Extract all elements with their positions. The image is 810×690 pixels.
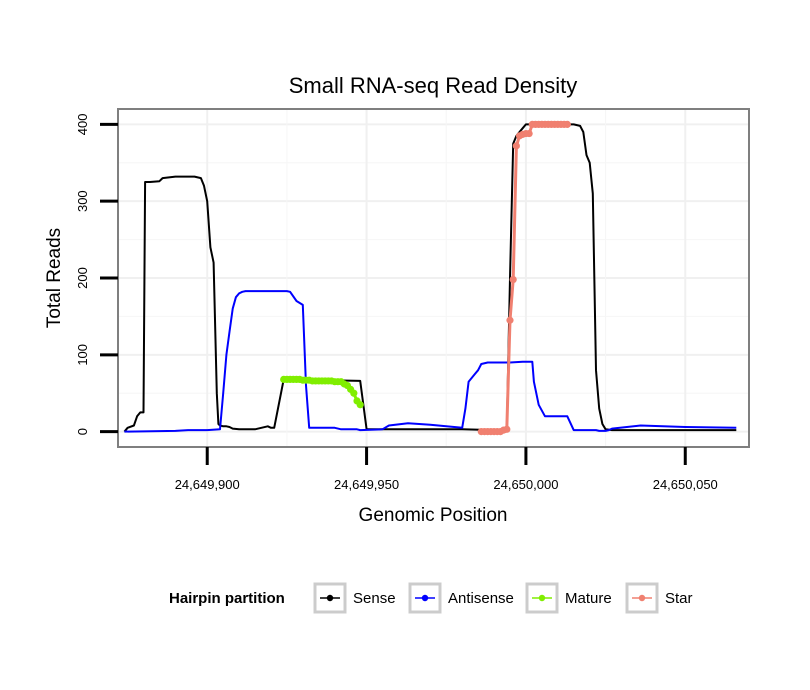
legend: Hairpin partition Sense Antisense Mature St… [169, 582, 693, 614]
star-point [525, 129, 533, 138]
x-tick-label: 24,649,950 [334, 477, 399, 492]
sense-series-line [123, 123, 737, 433]
series-layer [123, 120, 737, 436]
x-tick-label: 24,649,900 [175, 477, 240, 492]
star-point [503, 425, 511, 433]
antisense-series-line [124, 290, 737, 433]
legend-mature-label: Mature [565, 590, 612, 607]
mature-point [356, 401, 364, 409]
y-tick-label: 300 [75, 190, 90, 212]
grid [119, 110, 748, 446]
axes: 0 100 200 300 400 24,649,900 24,649,950 24,650,… [75, 114, 718, 492]
legend-entries: Sense Antisense Mature Star [313, 582, 693, 614]
y-tick-label: 400 [75, 114, 90, 136]
x-tick-label: 24,650,050 [653, 477, 718, 492]
y-axis-title: Total Reads [44, 228, 65, 328]
legend-mature-key-dot [538, 594, 546, 602]
legend-star-label: Star [665, 590, 693, 607]
legend-sense-label: Sense [353, 590, 396, 607]
x-axis-title: Genomic Position [359, 505, 508, 526]
legend-star-key-dot [638, 594, 646, 602]
legend-antisense-label: Antisense [448, 590, 514, 607]
chart-title: Small RNA-seq Read Density [289, 73, 578, 98]
y-tick-label: 100 [75, 344, 90, 366]
y-tick-label: 200 [75, 267, 90, 289]
star-point [509, 275, 517, 284]
y-tick-label: 0 [75, 428, 90, 435]
legend-title: Hairpin partition [169, 590, 285, 607]
mature-point [350, 389, 358, 397]
x-tick-label: 24,650,000 [493, 477, 558, 492]
star-point [563, 120, 571, 128]
legend-antisense-key-dot [421, 594, 429, 602]
legend-sense-key-dot [326, 594, 334, 602]
star-point [512, 142, 520, 150]
star-point [506, 316, 514, 324]
